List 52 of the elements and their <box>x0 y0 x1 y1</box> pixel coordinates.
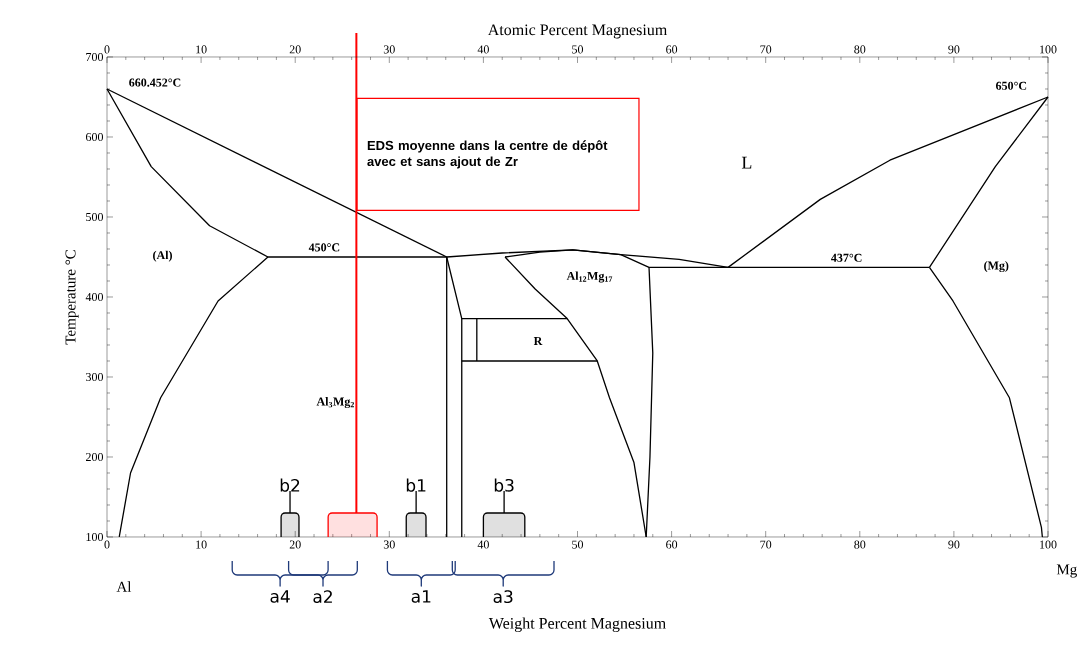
y-tick-label: 400 <box>85 292 104 302</box>
x-tick-label: 100 <box>1040 540 1057 549</box>
text: Al <box>116 581 132 592</box>
y-tick-label: 500 <box>86 212 104 222</box>
x-tick-label: 70 <box>760 540 772 549</box>
x2-tick-label: 80 <box>854 45 866 54</box>
x-tick-label: 20 <box>289 540 301 549</box>
annotation: Al$_{12}$Mg$_{17}$ <box>566 271 613 283</box>
x-tick-label: 60 <box>666 540 678 549</box>
x2-tick-label: 30 <box>383 45 395 54</box>
band-label: b2 <box>280 478 300 492</box>
text: a2 <box>313 590 332 604</box>
x-tick-label: 90 <box>948 540 960 549</box>
x-tick-label: 10 <box>196 540 207 549</box>
x-tick-label: 50 <box>572 540 584 549</box>
x2-tick-label: 50 <box>572 45 584 54</box>
text: a3 <box>493 590 513 604</box>
x-tick-label: 40 <box>477 540 489 549</box>
y-tick-label: 600 <box>85 132 104 142</box>
x2-tick-label: 70 <box>760 45 772 54</box>
y-tick-label: 300 <box>86 372 104 382</box>
x2-tick-label: 20 <box>289 45 301 54</box>
x2-tick-label: 40 <box>477 45 489 54</box>
y-tick-label: 700 <box>86 52 104 62</box>
text: Mg <box>1056 564 1077 578</box>
text: a1 <box>411 590 431 603</box>
y-axis-title: Temperature °C <box>65 250 79 345</box>
x-tick-label: 0 <box>104 540 110 549</box>
x2-tick-label: 0 <box>104 45 110 54</box>
y-tick-label: 100 <box>86 532 104 542</box>
text: a4 <box>270 590 290 603</box>
annotation: 650°C <box>995 81 1027 90</box>
annotation: 437°C <box>831 253 862 262</box>
y-tick-label: 200 <box>86 452 104 462</box>
x2-tick-label: 90 <box>948 45 960 54</box>
annotation: R <box>533 337 543 345</box>
x-axis-title: Weight Percent Magnesium <box>488 617 666 633</box>
annotation: 450°C <box>308 243 340 252</box>
x2-tick-label: 60 <box>666 45 678 54</box>
x-tick-label: 80 <box>854 540 866 549</box>
band-label: b3 <box>494 478 514 492</box>
annotation: 660.452°C <box>129 78 181 87</box>
annotation: EDS moyenne dans la centre de dépôt avec et sans ajout de Zr <box>367 140 608 169</box>
x2-tick-label: 100 <box>1040 45 1057 54</box>
x-tick-label: 30 <box>383 540 395 549</box>
annotation: Al$_{3}$Mg$_{2}$ <box>316 397 354 409</box>
annotation: (Al) <box>153 250 172 262</box>
annotation: L <box>741 156 752 169</box>
x2-axis-title: Atomic Percent Magnesium <box>487 24 668 39</box>
x2-tick-label: 10 <box>196 45 207 54</box>
band-label: b1 <box>406 478 426 492</box>
annotation: (Mg) <box>984 261 1009 273</box>
